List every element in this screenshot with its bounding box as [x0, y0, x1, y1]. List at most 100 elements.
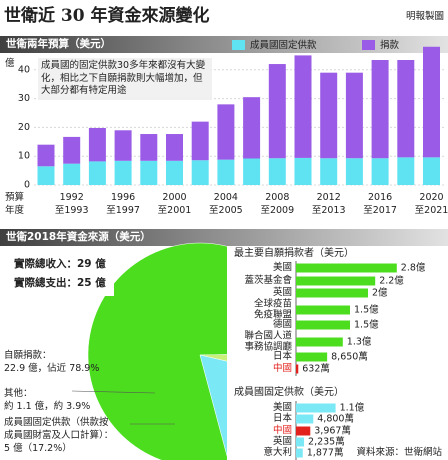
x-tick-label: 2008 至2009 [260, 192, 295, 216]
value-label: 2.8億 [401, 262, 426, 274]
bar-segment [114, 130, 132, 161]
bar-segment [166, 134, 183, 161]
category-label: 英國 [272, 286, 292, 298]
annotation: 成員國的固定供款30多年來都沒有大變化，相比之下自願捐款則大幅增加，但大部分都有… [38, 58, 212, 100]
category-label: 蓋茨基金會 [244, 274, 292, 286]
summary-box [8, 256, 114, 296]
bar [296, 288, 368, 298]
bar-segment [243, 97, 261, 159]
category-label: 中國 [272, 362, 292, 374]
y-axis-label: 億 [5, 58, 15, 69]
section-title: 世衛兩年預算（美元） [6, 38, 111, 50]
bar-segment [268, 158, 286, 185]
bar [296, 305, 350, 315]
category-label: 德國 [272, 318, 292, 330]
bar [296, 403, 336, 413]
pie-label: 成員國固定供款（供款按 成員國財富及人口計算）： 5 億（17.2%） [4, 417, 114, 454]
bar-segment [114, 160, 132, 185]
bar-segment [397, 157, 415, 185]
credit: 明報製圖 [405, 11, 444, 22]
value-label: 2,235萬 [308, 436, 345, 448]
summary-note: 實際總收入：29 億 [14, 258, 106, 270]
x-tick-label: 2000 至2001 [157, 192, 192, 216]
bar-segment [397, 60, 415, 158]
value-label: 4,800萬 [317, 413, 354, 425]
bar [296, 263, 397, 273]
page-title: 世衛近 30 年資金來源變化 [4, 6, 210, 26]
bar-segment [191, 121, 209, 161]
y-tick-label: 30 [18, 93, 30, 104]
bar-segment [268, 64, 286, 159]
summary-note: 實際總支出：25 億 [14, 277, 106, 289]
value-label: 2.2億 [379, 275, 404, 287]
bar [296, 364, 299, 374]
bar-segment [63, 163, 81, 185]
bar-segment [320, 72, 338, 159]
bar-segment [140, 134, 158, 161]
bar-segment [371, 60, 389, 159]
bar-segment [345, 158, 363, 185]
bar [296, 352, 328, 362]
bar-segment [345, 72, 363, 159]
value-label: 1.5億 [354, 304, 379, 316]
section-header [0, 36, 448, 53]
pie-label: 其他： 約 1.1 億，約 3.9% [4, 388, 91, 412]
bar-segment [423, 46, 440, 158]
legend-swatch [232, 40, 245, 50]
bar-segment [371, 158, 389, 185]
x-tick-label: 2020 至2021 [414, 192, 448, 216]
source: 資料來源：世衛網站 [356, 447, 442, 458]
y-tick-label: 20 [18, 122, 30, 133]
y-tick-label: 0 [24, 180, 30, 191]
bar [296, 320, 350, 330]
bar-segment [294, 157, 312, 185]
x-axis-label: 預算 年度 [5, 192, 25, 216]
section-title: 世衛2018年資金來源（美元） [6, 231, 151, 243]
pie-label: 自願捐款： 22.9 億，佔近 78.9% [4, 350, 100, 374]
bar [296, 414, 314, 424]
x-tick-label: 1992 至1993 [54, 192, 89, 216]
x-tick-label: 2004 至2005 [209, 192, 243, 216]
hbar-title: 成員國固定供款（美元） [234, 387, 344, 398]
value-label: 3,967萬 [314, 425, 351, 437]
category-label: 中國 [272, 424, 292, 436]
bar [296, 448, 303, 458]
bar-segment [191, 160, 209, 185]
value-label: 1.3億 [347, 336, 372, 348]
bar-segment [320, 158, 338, 185]
legend-label: 成員國固定供款 [250, 39, 317, 51]
bar-segment [37, 144, 55, 167]
category-label: 意大利 [263, 446, 292, 458]
category-label: 聯合國人道 事務協調廳 [244, 330, 292, 352]
leader-line [71, 390, 156, 394]
value-label: 1.1億 [340, 402, 365, 414]
hbar-title: 最主要自願捐款者（美元） [234, 248, 354, 259]
x-tick-label: 1996 至1997 [106, 192, 140, 216]
bar-segment [37, 166, 55, 185]
value-label: 632萬 [302, 363, 330, 375]
y-tick-label: 40 [18, 64, 30, 75]
category-label: 全球疫苗 免疫聯盟 [253, 298, 292, 320]
value-label: 1,877萬 [307, 447, 344, 459]
bar-segment [423, 157, 440, 185]
x-tick-label: 2016 至2017 [363, 192, 397, 216]
value-label: 1.5億 [354, 319, 379, 331]
bar-segment [88, 127, 106, 162]
category-label: 美國 [272, 401, 292, 413]
section-header [0, 229, 448, 246]
bar [296, 426, 311, 436]
bar-segment [63, 136, 81, 164]
category-label: 日本 [272, 412, 292, 424]
y-tick-label: 10 [18, 151, 30, 162]
bar [296, 337, 343, 347]
value-label: 2億 [372, 287, 388, 299]
value-label: 8,650萬 [331, 351, 368, 363]
category-label: 英國 [272, 435, 292, 447]
bar-segment [217, 159, 235, 185]
bar-segment [294, 55, 312, 158]
bar-segment [243, 158, 261, 185]
category-label: 美國 [272, 261, 292, 273]
bar [296, 437, 305, 447]
